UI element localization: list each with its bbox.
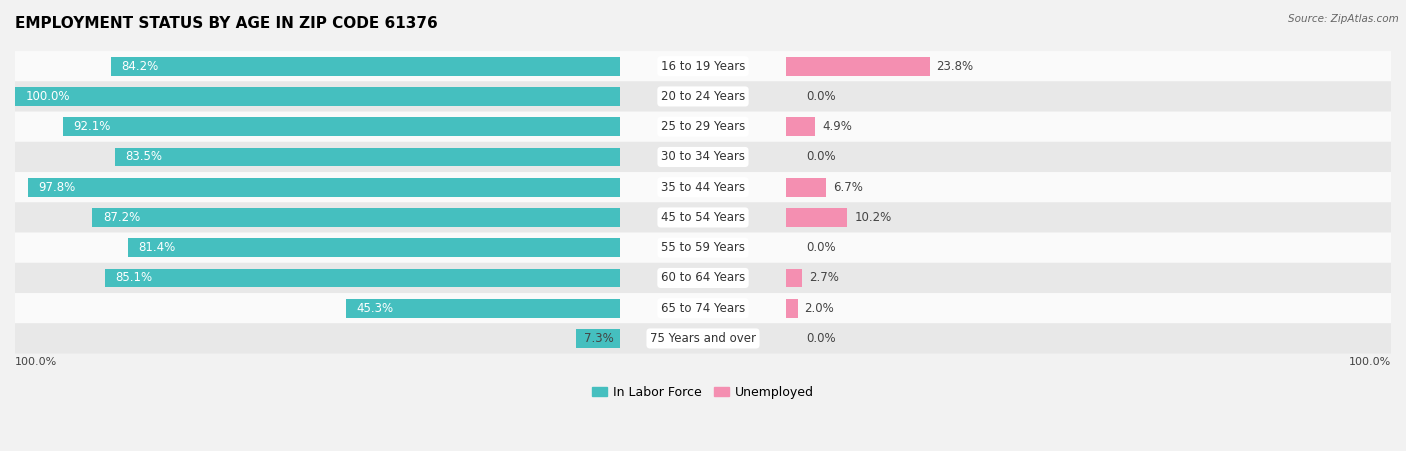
FancyBboxPatch shape xyxy=(15,81,1391,111)
Text: 0.0%: 0.0% xyxy=(806,241,835,254)
Text: 45 to 54 Years: 45 to 54 Years xyxy=(661,211,745,224)
FancyBboxPatch shape xyxy=(15,323,1391,354)
Text: 87.2%: 87.2% xyxy=(103,211,141,224)
FancyBboxPatch shape xyxy=(15,233,1391,263)
Text: 65 to 74 Years: 65 to 74 Years xyxy=(661,302,745,315)
Text: 4.9%: 4.9% xyxy=(823,120,852,133)
Text: 23.8%: 23.8% xyxy=(936,60,974,73)
Text: 2.0%: 2.0% xyxy=(804,302,834,315)
Text: 100.0%: 100.0% xyxy=(25,90,70,103)
Bar xyxy=(786,208,848,227)
Text: 83.5%: 83.5% xyxy=(125,151,162,163)
FancyBboxPatch shape xyxy=(15,142,1391,172)
FancyBboxPatch shape xyxy=(15,51,1391,81)
Text: 75 Years and over: 75 Years and over xyxy=(650,332,756,345)
Text: 6.7%: 6.7% xyxy=(832,181,863,194)
Text: 81.4%: 81.4% xyxy=(138,241,176,254)
Text: 7.3%: 7.3% xyxy=(583,332,613,345)
Bar xyxy=(28,178,620,197)
FancyBboxPatch shape xyxy=(15,202,1391,233)
Text: 16 to 19 Years: 16 to 19 Years xyxy=(661,60,745,73)
Bar xyxy=(786,269,801,287)
Text: 0.0%: 0.0% xyxy=(806,151,835,163)
Text: 2.7%: 2.7% xyxy=(808,272,838,285)
Text: 55 to 59 Years: 55 to 59 Years xyxy=(661,241,745,254)
Text: 10.2%: 10.2% xyxy=(855,211,891,224)
Text: 0.0%: 0.0% xyxy=(806,90,835,103)
Bar xyxy=(15,87,620,106)
Text: Source: ZipAtlas.com: Source: ZipAtlas.com xyxy=(1288,14,1399,23)
Bar xyxy=(93,208,620,227)
Text: 92.1%: 92.1% xyxy=(73,120,111,133)
Bar xyxy=(786,57,929,76)
Bar xyxy=(105,269,620,287)
FancyBboxPatch shape xyxy=(15,263,1391,293)
Bar xyxy=(346,299,620,318)
Bar xyxy=(63,117,620,136)
Legend: In Labor Force, Unemployed: In Labor Force, Unemployed xyxy=(586,381,820,404)
Text: 0.0%: 0.0% xyxy=(806,332,835,345)
Bar xyxy=(576,329,620,348)
Text: 35 to 44 Years: 35 to 44 Years xyxy=(661,181,745,194)
Bar xyxy=(128,238,620,257)
Bar xyxy=(786,299,797,318)
Bar xyxy=(111,57,620,76)
Text: 97.8%: 97.8% xyxy=(38,181,76,194)
Text: 30 to 34 Years: 30 to 34 Years xyxy=(661,151,745,163)
Text: 20 to 24 Years: 20 to 24 Years xyxy=(661,90,745,103)
Bar xyxy=(786,178,827,197)
Text: 45.3%: 45.3% xyxy=(357,302,394,315)
FancyBboxPatch shape xyxy=(15,172,1391,202)
FancyBboxPatch shape xyxy=(15,111,1391,142)
Bar xyxy=(115,147,620,166)
FancyBboxPatch shape xyxy=(15,293,1391,323)
Text: EMPLOYMENT STATUS BY AGE IN ZIP CODE 61376: EMPLOYMENT STATUS BY AGE IN ZIP CODE 613… xyxy=(15,16,437,31)
Text: 84.2%: 84.2% xyxy=(121,60,159,73)
Text: 100.0%: 100.0% xyxy=(1348,357,1391,367)
Text: 100.0%: 100.0% xyxy=(15,357,58,367)
Text: 60 to 64 Years: 60 to 64 Years xyxy=(661,272,745,285)
Text: 85.1%: 85.1% xyxy=(115,272,153,285)
Text: 25 to 29 Years: 25 to 29 Years xyxy=(661,120,745,133)
Bar xyxy=(786,117,815,136)
